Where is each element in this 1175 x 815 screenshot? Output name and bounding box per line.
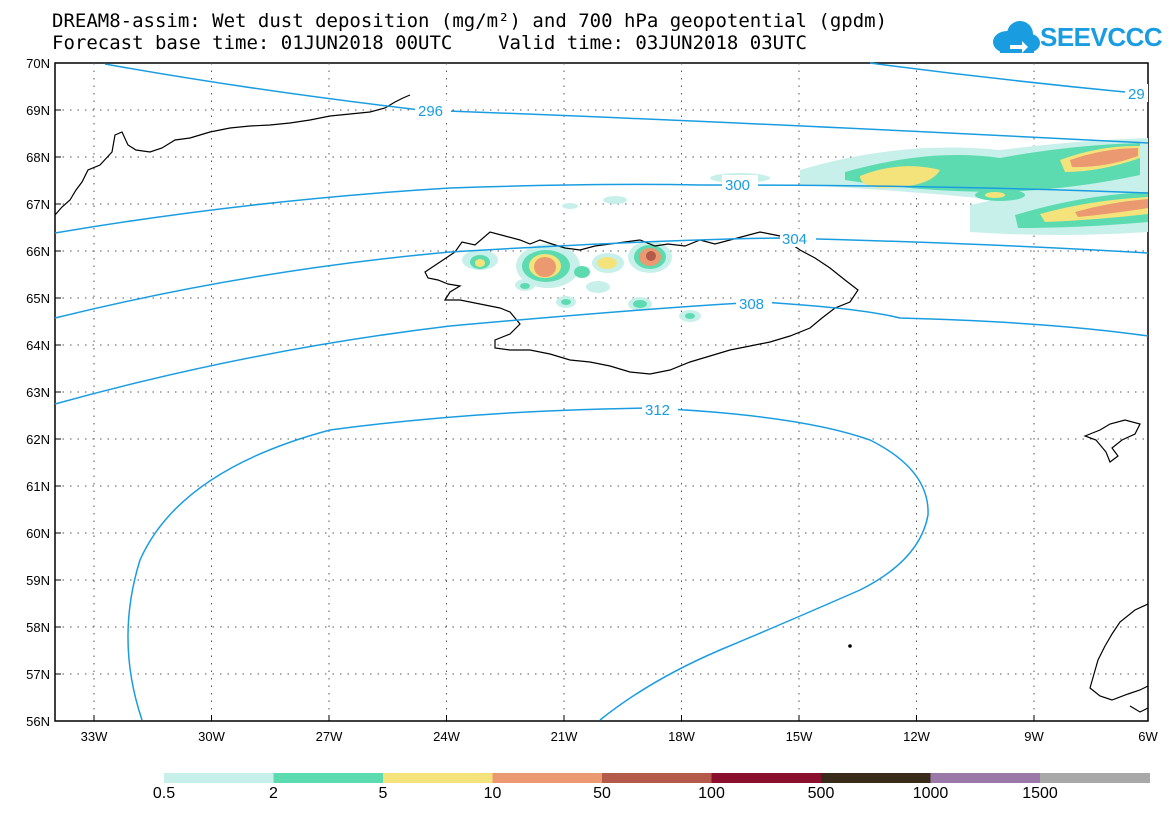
label-mask	[415, 101, 451, 119]
legend-swatch	[164, 773, 274, 783]
contour-label-296: 296	[418, 103, 443, 120]
contour-296	[104, 63, 1149, 144]
legend-swatch	[821, 773, 931, 783]
contour-label-308: 308	[739, 296, 764, 313]
label-mask	[642, 400, 678, 418]
lat-label: 68N	[26, 150, 50, 165]
lon-label: 30W	[198, 729, 225, 744]
lat-label: 61N	[26, 479, 50, 494]
seevccc-logo: SEEVCCC	[990, 18, 1163, 58]
dust-area	[1075, 199, 1148, 217]
island-marker	[848, 644, 852, 648]
lat-label: 64N	[26, 338, 50, 353]
dust-area	[985, 192, 1005, 198]
legend-bar	[164, 773, 1150, 783]
dust-area	[562, 203, 578, 209]
legend-label: 50	[593, 785, 611, 802]
lat-label: 59N	[26, 573, 50, 588]
legend-swatch	[602, 773, 712, 783]
cloud-icon	[993, 21, 1040, 53]
lat-label: 69N	[26, 103, 50, 118]
latitude-labels: 70N 69N 68N 67N 66N 65N 64N 63N 62N 61N 60N 59N 58N 5…	[26, 56, 61, 729]
legend-swatch	[930, 773, 1041, 783]
dust-area	[597, 257, 617, 269]
legend-swatch	[492, 773, 603, 783]
contour-304	[54, 237, 1149, 319]
lon-label: 18W	[668, 729, 695, 744]
dust-area	[520, 283, 530, 289]
geopotential-contours	[54, 62, 1149, 721]
dust-area	[685, 313, 695, 319]
grid-lines	[55, 63, 1148, 721]
lon-label: 33W	[81, 729, 108, 744]
label-mask	[736, 294, 772, 312]
legend-swatch	[711, 773, 822, 783]
dust-deposition-field	[462, 138, 1148, 322]
legend-label: 1500	[1022, 785, 1058, 802]
lat-label: 65N	[26, 291, 50, 306]
legend-label: 0.5	[153, 785, 175, 802]
contour-label-304: 304	[782, 231, 807, 248]
chart-title: DREAM8-assim: Wet dust deposition (mg/m²…	[52, 10, 888, 32]
chart-subtitle: Forecast base time: 01JUN2018 00UTC Vali…	[52, 32, 807, 54]
contour-29x	[869, 62, 1126, 93]
lon-label: 27W	[316, 729, 343, 744]
dust-area	[574, 266, 590, 278]
dust-area	[646, 251, 656, 261]
dust-area	[586, 281, 610, 293]
lon-label: 24W	[433, 729, 460, 744]
legend-swatch	[273, 773, 384, 783]
lat-label: 63N	[26, 385, 50, 400]
lat-label: 62N	[26, 432, 50, 447]
contour-300	[54, 183, 1149, 234]
contour-labels: 296 300 304 308 312 29	[415, 84, 1148, 419]
dust-area	[534, 257, 556, 277]
contour-label-312: 312	[645, 402, 670, 419]
legend-swatch	[383, 773, 493, 783]
logo-text: SEEVCCC	[1040, 22, 1163, 52]
dust-area	[603, 196, 627, 204]
legend-label: 500	[808, 785, 835, 802]
lon-label: 12W	[903, 729, 930, 744]
lat-label: 58N	[26, 620, 50, 635]
greenland-coast	[54, 94, 411, 216]
legend-labels: 0.5 2 5 10 50 100 500 1000 1500	[153, 785, 1058, 802]
lat-label: 60N	[26, 526, 50, 541]
legend-label: 5	[379, 785, 388, 802]
dust-area	[633, 300, 647, 308]
dust-area	[1070, 148, 1138, 168]
contour-label-29: 29	[1128, 86, 1145, 103]
dust-area	[860, 166, 940, 188]
dust-area	[475, 259, 485, 267]
legend-label: 100	[698, 785, 725, 802]
legend-swatch	[1040, 773, 1150, 783]
lat-label: 66N	[26, 244, 50, 259]
lon-label: 6W	[1138, 729, 1158, 744]
faroe-coast	[1083, 419, 1141, 463]
lat-label: 70N	[26, 56, 50, 71]
contour-312	[127, 407, 929, 721]
legend-label: 10	[484, 785, 502, 802]
legend-label: 2	[269, 785, 278, 802]
lon-label: 15W	[786, 729, 813, 744]
lon-label: 9W	[1024, 729, 1044, 744]
label-mask	[780, 229, 816, 247]
lat-label: 67N	[26, 197, 50, 212]
lat-label: 56N	[26, 714, 50, 729]
longitude-labels: 33W 30W 27W 24W 21W 18W 15W 12W 9W 6W	[81, 715, 1158, 744]
coastlines	[54, 94, 1149, 713]
lon-label: 21W	[551, 729, 578, 744]
legend-label: 1000	[913, 785, 949, 802]
contour-label-300: 300	[725, 177, 750, 194]
lat-label: 57N	[26, 667, 50, 682]
label-mask	[722, 175, 758, 193]
scotland-coast	[1089, 603, 1149, 713]
label-mask	[1125, 84, 1148, 102]
contour-308	[54, 301, 1149, 405]
dust-area	[561, 299, 571, 305]
iceland-coast	[424, 231, 859, 375]
